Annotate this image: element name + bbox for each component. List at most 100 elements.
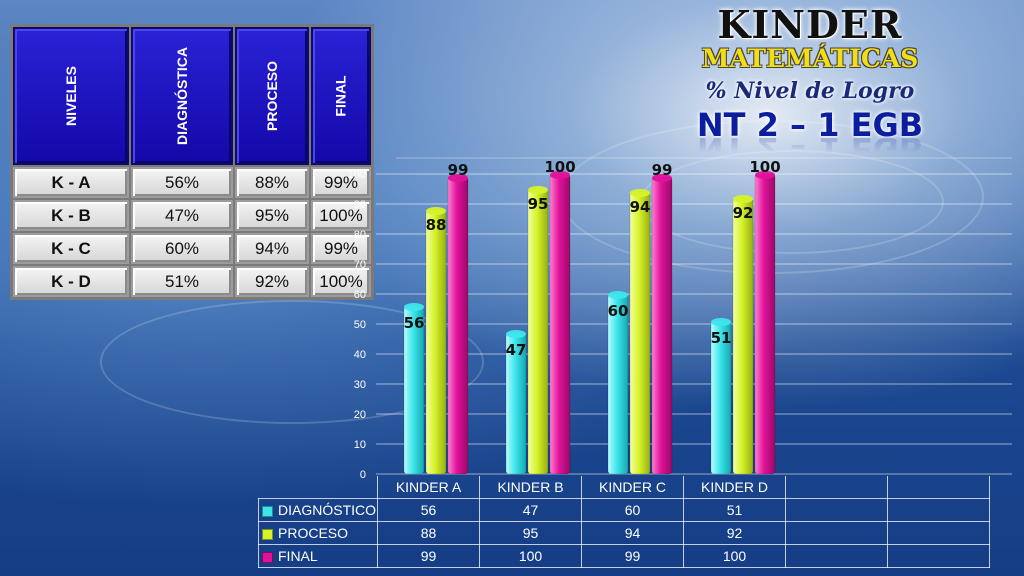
- category-header: KINDER D: [683, 476, 786, 499]
- data-cell: 56: [377, 498, 480, 522]
- bar-cap: [733, 195, 753, 203]
- y-tick-label: 70: [354, 259, 366, 271]
- bar-cap: [652, 174, 672, 182]
- value-label: 88: [426, 216, 447, 234]
- empty-cell: [785, 521, 888, 545]
- chart-grid: [376, 157, 1012, 475]
- empty-cell: [785, 544, 888, 568]
- y-tick-label: 40: [354, 349, 366, 361]
- bar: [549, 173, 571, 475]
- data-table-header-row: KINDER A KINDER B KINDER C KINDER D: [259, 476, 990, 499]
- data-table-corner: [259, 476, 378, 499]
- value-label: 99: [448, 161, 469, 179]
- legend-entry: FINAL: [258, 544, 378, 568]
- table-row: K - B 47% 95% 100%: [13, 200, 372, 231]
- empty-cell: [887, 544, 990, 568]
- legend-swatch: [262, 528, 273, 540]
- proceso-cell: 95%: [235, 200, 310, 231]
- table-row: DIAGNÓSTICO 56 47 60 51: [258, 498, 990, 522]
- bar-proceso-3: [732, 195, 754, 475]
- data-cell: 92: [683, 521, 786, 545]
- y-tick-label: 60: [354, 289, 366, 301]
- bar-cap: [448, 174, 468, 182]
- final-cell: 99%: [311, 167, 372, 198]
- data-cell: 100: [683, 544, 786, 568]
- value-label: 99: [652, 161, 673, 179]
- y-tick-label: 0: [360, 469, 366, 481]
- levels-table-header-row: NIVELES DIAGNÓSTICA PROCESO FINAL: [13, 27, 372, 165]
- table-row: FINAL 99 100 99 100: [258, 544, 990, 568]
- diagnostica-cell: 51%: [131, 266, 233, 297]
- bar-cap: [426, 207, 446, 215]
- empty-cell: [785, 476, 888, 499]
- value-label: 47: [506, 341, 527, 359]
- value-label: 51: [711, 329, 732, 347]
- value-label: 94: [630, 198, 651, 216]
- proceso-cell: 88%: [235, 167, 310, 198]
- category-header: KINDER B: [479, 476, 582, 499]
- category-header: KINDER C: [581, 476, 684, 499]
- data-cell: 88: [377, 521, 480, 545]
- data-cell: 95: [479, 521, 582, 545]
- data-cell: 94: [581, 521, 684, 545]
- title-subject: MATEMÁTICAS: [701, 44, 919, 73]
- bar: [754, 173, 776, 475]
- empty-cell: [785, 498, 888, 522]
- bar-proceso-0: [425, 207, 447, 475]
- data-cell: 99: [377, 544, 480, 568]
- header-final: FINAL: [311, 27, 372, 165]
- title-level: NT 2 – 1 EGB: [696, 106, 924, 144]
- bar-cap: [528, 186, 548, 194]
- bar-final-3: [754, 171, 776, 475]
- empty-cell: [887, 521, 990, 545]
- bar-cap: [608, 291, 628, 299]
- title-main: KINDER: [717, 2, 903, 47]
- level-cell: K - A: [13, 167, 129, 198]
- table-row: PROCESO 88 95 94 92: [258, 521, 990, 545]
- header-diagnostica: DIAGNÓSTICA: [131, 27, 233, 165]
- levels-table: NIVELES DIAGNÓSTICA PROCESO FINAL K - A …: [10, 24, 375, 300]
- legend-entry: PROCESO: [258, 521, 378, 545]
- bar: [629, 191, 651, 475]
- data-cell: 47: [479, 498, 582, 522]
- value-label: 56: [404, 314, 425, 332]
- value-label: 100: [544, 158, 575, 176]
- bar-cap: [550, 171, 570, 179]
- y-axis-ticks: 0 10 20 30 40 50 60 70 80 90 100: [348, 169, 366, 481]
- value-label: 92: [733, 204, 754, 222]
- bar: [425, 209, 447, 475]
- empty-cell: [887, 476, 990, 499]
- bar-diagnóstico-2: [607, 291, 629, 475]
- table-row: K - C 60% 94% 99%: [13, 233, 372, 264]
- bar: [447, 176, 469, 475]
- bar-final-0: [447, 174, 469, 475]
- data-cell: 99: [581, 544, 684, 568]
- y-tick-label: 100: [348, 169, 366, 181]
- bar: [732, 197, 754, 475]
- final-cell: 100%: [311, 200, 372, 231]
- y-tick-label: 10: [354, 439, 366, 451]
- title-metric: % Nivel de Logro: [705, 78, 915, 104]
- diagnostica-cell: 47%: [131, 200, 233, 231]
- bar-proceso-1: [527, 186, 549, 475]
- bar-final-2: [651, 174, 673, 475]
- bar-diagnóstico-0: [403, 303, 425, 475]
- data-cell: 100: [479, 544, 582, 568]
- level-cell: K - B: [13, 200, 129, 231]
- empty-cell: [887, 498, 990, 522]
- value-label: 60: [608, 302, 629, 320]
- data-cell: 51: [683, 498, 786, 522]
- y-tick-label: 80: [354, 229, 366, 241]
- bar-cap: [404, 303, 424, 311]
- chart-bars: [403, 171, 776, 475]
- data-cell: 60: [581, 498, 684, 522]
- bar-proceso-2: [629, 189, 651, 475]
- header-proceso: PROCESO: [235, 27, 310, 165]
- proceso-cell: 92%: [235, 266, 310, 297]
- proceso-cell: 94%: [235, 233, 310, 264]
- legend-swatch: [262, 551, 273, 563]
- legend-swatch: [262, 505, 273, 517]
- value-label: 95: [528, 195, 549, 213]
- bar: [527, 188, 549, 475]
- y-tick-label: 30: [354, 379, 366, 391]
